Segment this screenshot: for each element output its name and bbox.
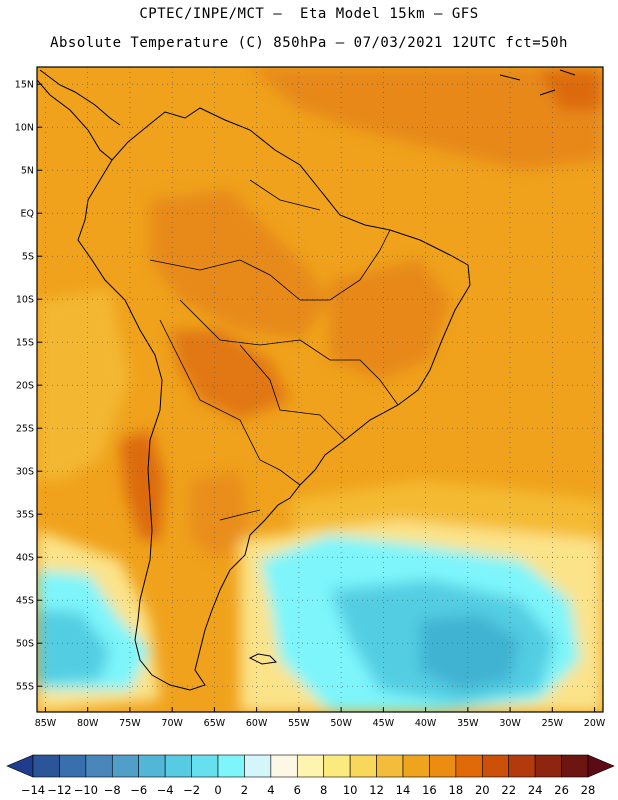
field-colder-pacific (37, 610, 110, 685)
colorbar-swatch (32, 754, 60, 778)
temperature-field (37, 67, 603, 712)
chart-title-line-2: Absolute Temperature (C) 850hPa – 07/03/… (50, 35, 568, 51)
colorbar-label: 12 (369, 783, 384, 797)
lat-tick-label: 5S (22, 252, 34, 263)
lat-tick-label: 55S (16, 682, 34, 693)
lat-tick-label: EQ (21, 209, 34, 220)
colorbar-label: 10 (343, 783, 358, 797)
colorbar-label: 14 (396, 783, 411, 797)
south-america-coast (77, 107, 471, 691)
colorbar-label: 24 (528, 783, 543, 797)
lat-tick-label: 30S (16, 467, 34, 478)
latitude-axis: 15N 10N 5N EQ 5S 10S 15S 20S 25S 30S 35S 40S 45S 50S 5… (15, 80, 42, 693)
map-frame (36, 66, 604, 713)
colorbar-label: 20 (475, 783, 490, 797)
colorbar-swatch (164, 754, 192, 778)
lat-tick-label: 50S (16, 639, 34, 650)
colorbar-label: −10 (74, 783, 98, 797)
lon-tick-label: 20W (584, 718, 606, 729)
lon-tick-label: 65W (204, 718, 226, 729)
lat-tick-label: 35S (16, 510, 34, 521)
colorbar-label: −14 (21, 783, 45, 797)
colorbar-label: −12 (47, 783, 71, 797)
lon-tick-label: 35W (457, 718, 479, 729)
lon-tick-label: 25W (542, 718, 564, 729)
colorbar-swatch (111, 754, 140, 778)
lat-tick-label: 10N (15, 123, 34, 134)
lon-tick-label: 75W (119, 718, 141, 729)
colorbar-swatch (59, 754, 87, 778)
colorbar-label: 2 (241, 783, 248, 797)
colorbar-label: 4 (267, 783, 274, 797)
lat-tick-label: 15N (15, 80, 34, 91)
colorbar-swatch (191, 754, 219, 778)
colorbar-label: 28 (581, 783, 596, 797)
colorbar-label: −2 (183, 783, 200, 797)
colorbar-max-arrow (587, 754, 615, 778)
colorbar-swatch (138, 754, 166, 778)
colorbar: −14 −12 −10 −8 −6 −4 −2 0 2 4 6 8 10 12 14 16 18 20 22 24 26… (6, 754, 615, 797)
lat-tick-label: 40S (16, 553, 34, 564)
field-hot-andes-north (170, 330, 290, 420)
field-hot-chile (120, 430, 165, 540)
lon-tick-label: 85W (35, 718, 57, 729)
field-mild-pacific (37, 290, 130, 480)
lat-tick-label: 45S (16, 596, 34, 607)
colorbar-swatch (429, 754, 457, 778)
colorbar-label: 0 (214, 783, 221, 797)
lat-tick-label: 10S (16, 295, 34, 306)
colorbar-swatch (270, 754, 298, 778)
colorbar-swatch (323, 754, 351, 778)
lat-tick-label: 25S (16, 424, 34, 435)
country-borders (149, 179, 399, 521)
colorbar-swatch (402, 754, 430, 778)
colorbar-label: 18 (449, 783, 464, 797)
lat-tick-label: 20S (16, 381, 34, 392)
colorbar-label: −6 (130, 783, 147, 797)
colorbar-swatch (481, 754, 510, 778)
field-coldest-core (420, 615, 520, 690)
field-warm-north-atlantic (250, 67, 603, 170)
colorbar-swatch (244, 754, 272, 778)
lon-tick-label: 55W (288, 718, 310, 729)
colorbar-label: 26 (554, 783, 569, 797)
colorbar-swatch (561, 754, 589, 778)
lat-tick-label: 15S (16, 338, 34, 349)
falkland-islands (248, 653, 278, 665)
colorbar-label: −4 (157, 783, 174, 797)
colorbar-label: 22 (501, 783, 516, 797)
colorbar-label: 16 (422, 783, 437, 797)
colorbar-swatch (534, 754, 562, 778)
lon-tick-label: 30W (499, 718, 521, 729)
lat-tick-label: 5N (21, 166, 34, 177)
colorbar-swatch (376, 754, 404, 778)
colorbar-swatch (296, 754, 325, 778)
field-warm-amazon (150, 190, 330, 340)
lon-tick-label: 45W (373, 718, 395, 729)
colorbar-swatch (508, 754, 536, 778)
colorbar-swatch (455, 754, 483, 778)
lon-tick-label: 50W (330, 718, 352, 729)
colorbar-swatch (85, 754, 113, 778)
colorbar-min-arrow (6, 754, 34, 778)
lon-tick-label: 60W (246, 718, 268, 729)
field-warm-argentina (190, 470, 250, 560)
lon-tick-label: 70W (161, 718, 183, 729)
field-warm-brazil (330, 260, 450, 380)
field-hot-north-east (540, 70, 603, 110)
longitude-axis: 85W 80W 75W 70W 65W 60W 55W 50W 45W 40W 35W 30W 25W 2… (35, 707, 606, 729)
colorbar-label: −8 (104, 783, 121, 797)
colorbar-label: 6 (294, 783, 301, 797)
central-america-coast (37, 69, 121, 161)
chart-title-line-1: CPTEC/INPE/MCT – Eta Model 15km – GFS (139, 6, 479, 22)
lon-tick-label: 80W (77, 718, 99, 729)
colorbar-swatch (217, 754, 245, 778)
colorbar-label: 8 (320, 783, 327, 797)
coastlines (37, 69, 576, 691)
colorbar-swatch (349, 754, 377, 778)
lon-tick-label: 40W (415, 718, 437, 729)
